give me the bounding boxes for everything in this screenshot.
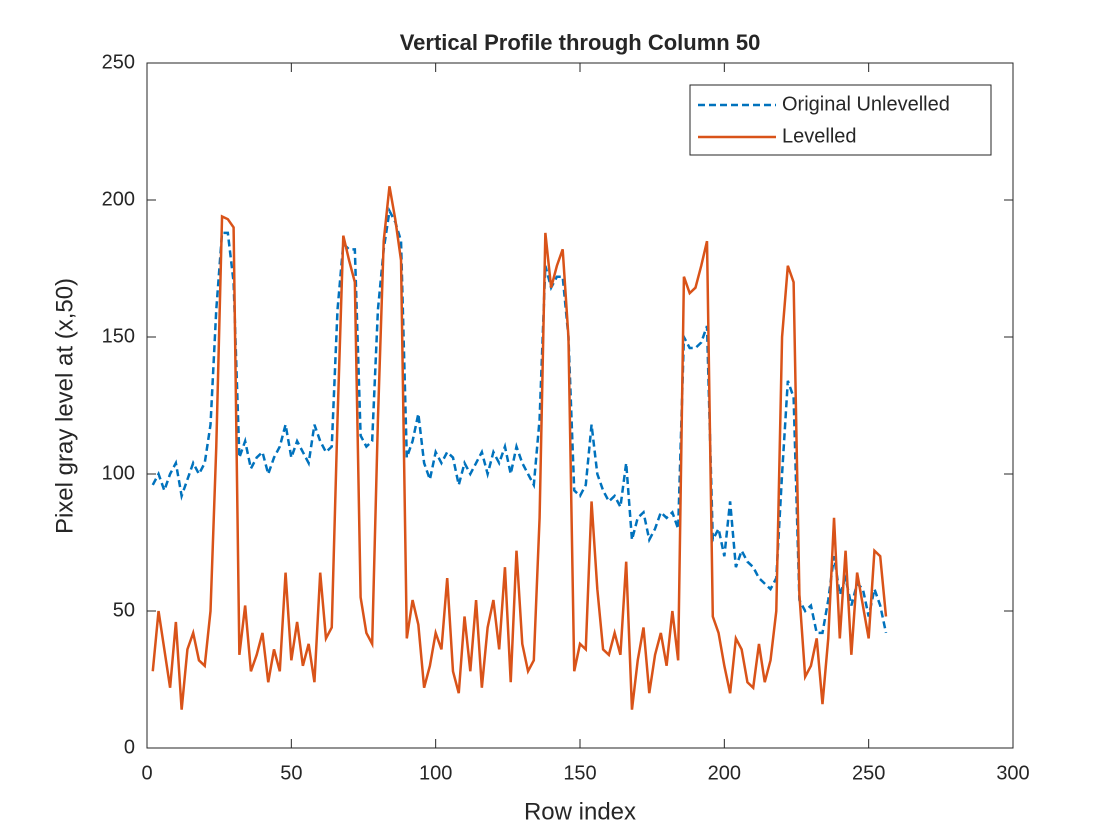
data-line	[151, 207, 888, 635]
y-tick-label: 50	[113, 599, 135, 621]
x-tick-label: 250	[852, 762, 885, 784]
x-tick-label: 50	[280, 762, 302, 784]
legend-box	[689, 84, 992, 156]
x-tick-label: 100	[419, 762, 452, 784]
x-tick-label: 200	[708, 762, 741, 784]
legend-label: Original Unlevelled	[782, 93, 950, 115]
x-tick-label: 0	[141, 762, 152, 784]
x-axis-label: Row index	[524, 798, 636, 825]
x-tick-label: 300	[996, 762, 1029, 784]
y-tick-label: 150	[102, 325, 135, 347]
legend-label: Levelled	[782, 125, 857, 147]
y-tick-label: 0	[124, 736, 135, 758]
y-axis-label: Pixel gray level at (x,50)	[51, 278, 78, 534]
y-tick-label: 250	[102, 51, 135, 73]
data-line	[151, 186, 888, 710]
plot-frame	[146, 62, 1014, 749]
y-tick-label: 100	[102, 462, 135, 484]
x-tick-label: 150	[563, 762, 596, 784]
y-tick-label: 200	[102, 188, 135, 210]
chart-title: Vertical Profile through Column 50	[400, 30, 761, 55]
